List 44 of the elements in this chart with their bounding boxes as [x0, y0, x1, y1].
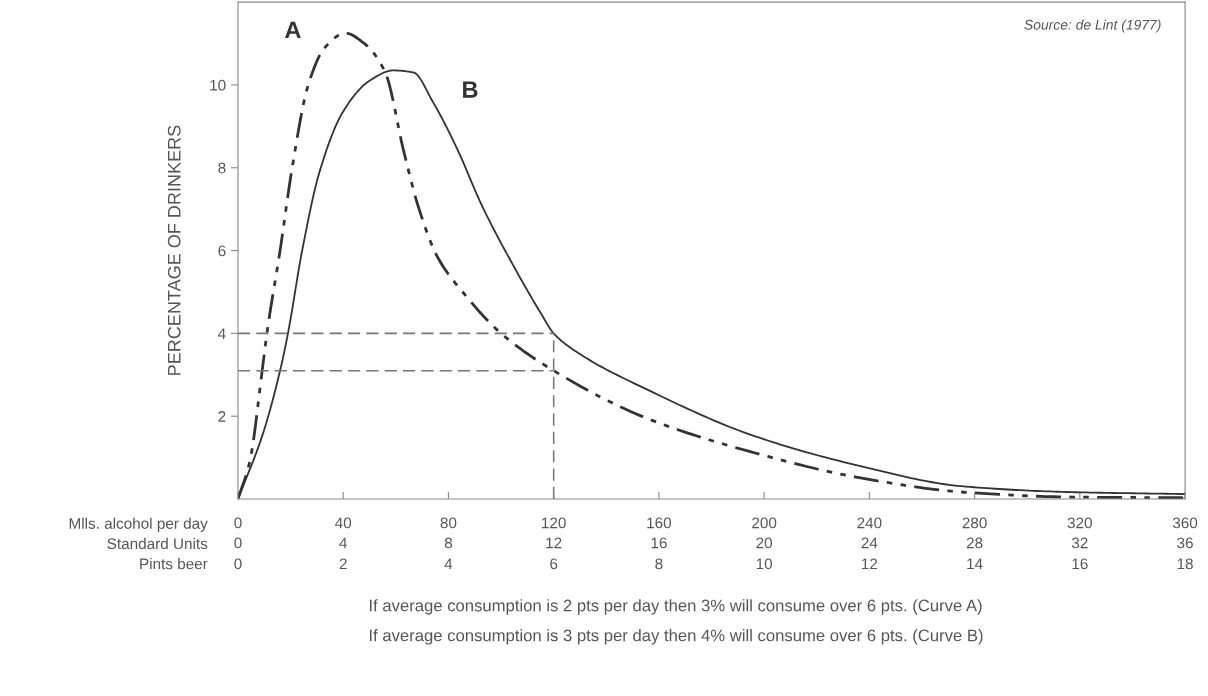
x2-tick-label: 0	[234, 537, 242, 549]
x-tick-label: 0	[234, 517, 242, 529]
text: 10	[756, 558, 773, 570]
x2-tick-label: 28	[966, 537, 983, 549]
x2-tick-label: 8	[444, 537, 453, 549]
x-tick-label: 200	[752, 517, 777, 529]
text: Pints beer	[140, 558, 208, 570]
y-tick-label: 2	[218, 411, 226, 422]
x-tick-label: 320	[1067, 517, 1092, 529]
x-axis-title: Mlls. alcohol per day	[69, 517, 208, 532]
x-tick-label: 280	[962, 517, 987, 529]
x2-tick-label: 16	[651, 537, 667, 549]
text: 16	[1072, 558, 1088, 570]
x-tick-label: 40	[335, 517, 352, 529]
text: 12	[862, 558, 878, 570]
text: 14	[967, 558, 983, 570]
text: If average consumption is 2 pts per day then 3% will consume over 6 pts. (Curve A)	[369, 599, 982, 615]
annotation: A	[284, 21, 301, 39]
x2-tick-label: 12	[546, 537, 562, 549]
x-tick-label: 160	[647, 517, 672, 529]
x2-tick-label: 20	[756, 537, 773, 549]
y-tick-label: 8	[218, 162, 226, 174]
x2-tick-label: 36	[1177, 537, 1193, 549]
x-tick-label: 240	[857, 517, 882, 529]
x-tick-label: 80	[440, 517, 457, 529]
x2-tick-label: 24	[861, 537, 878, 549]
text: 18	[1177, 558, 1193, 570]
text: 2	[339, 558, 347, 570]
y-tick-label: 10	[210, 79, 226, 91]
x2-tick-label: 32	[1071, 537, 1088, 549]
text: 0	[234, 558, 242, 570]
x-tick-label: 120	[542, 517, 566, 529]
annotation: B	[463, 81, 478, 98]
y-tick-label: 4	[218, 328, 226, 339]
text: If average consumption is 3 pts per day then 4% will consume over 6 pts. (Curve B)	[369, 629, 983, 645]
annotation: Source: de Lint (1977)	[1024, 19, 1161, 33]
text: 8	[655, 558, 663, 570]
text: 6	[550, 558, 558, 570]
x2-tick-label: 4	[339, 537, 348, 549]
x2-axis-title: Standard Units	[107, 537, 208, 550]
text: 4	[444, 558, 453, 570]
y-tick-label: 6	[218, 245, 226, 257]
y-axis-title: PERCENTAGE OF DRINKERS	[167, 125, 181, 375]
x-tick-label: 360	[1172, 517, 1198, 529]
